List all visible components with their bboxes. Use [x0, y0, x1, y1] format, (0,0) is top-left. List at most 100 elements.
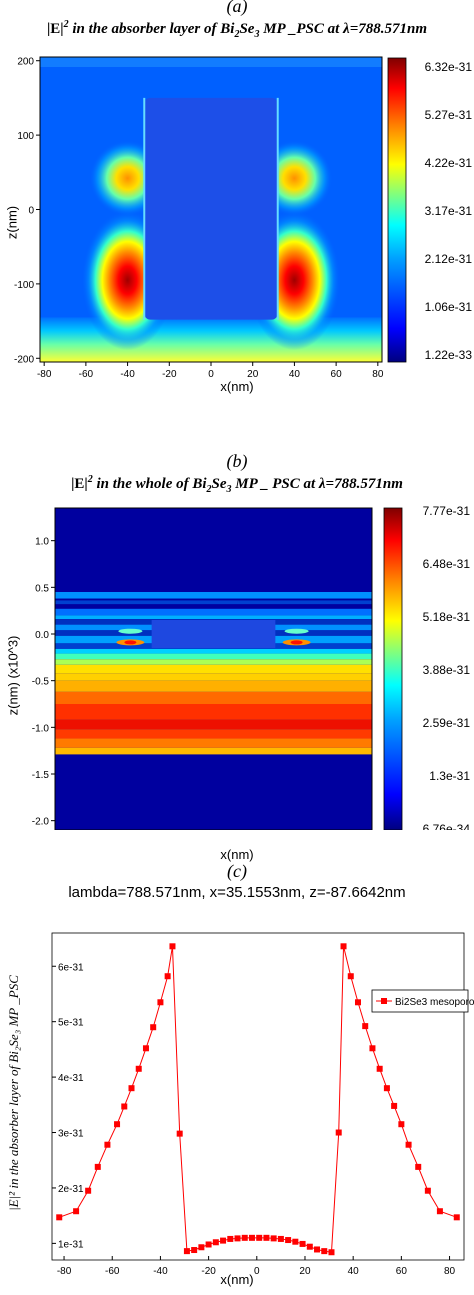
data-point [436, 1208, 443, 1215]
colorbar-tick-label: 6.76e-34 [423, 822, 471, 830]
title-text-after: MP _ PSC at λ=788.571nm [231, 476, 403, 492]
y-tick-label: 0 [28, 206, 34, 217]
y-tick-label: 2e-31 [58, 1184, 84, 1195]
line-chart-c-series [56, 943, 460, 1256]
data-point [376, 1065, 383, 1072]
data-point [335, 1129, 342, 1136]
legend-marker [381, 998, 387, 1004]
heatmap-b-band [55, 664, 372, 674]
data-point [183, 1248, 190, 1255]
data-point [383, 1085, 390, 1092]
heatmap-a-bottom-band [40, 317, 382, 362]
x-tick-label: -60 [105, 1266, 120, 1277]
legend-box [371, 989, 469, 1013]
x-tick-label: -20 [201, 1266, 216, 1277]
colorbar-tick-label: 1.06e-31 [425, 300, 473, 314]
colorbar-a-gradient [387, 57, 407, 363]
heatmap-b-hotspot [118, 628, 143, 634]
data-point [354, 999, 361, 1006]
data-point [164, 973, 171, 980]
title-power: 2 [63, 19, 69, 30]
colorbar-tick-label: 5.18e-31 [423, 610, 471, 624]
heatmap-b-band [55, 691, 372, 704]
x-tick-label: 20 [247, 369, 259, 380]
x-axis-label-b: x(nm) [220, 847, 254, 862]
line-chart-c-axes: -80 -60 -40 -20 0 20 40 60 80 1e-31 2e-31 3e-31 4e-3… [51, 932, 465, 1277]
data-point [104, 1141, 111, 1148]
y-axis-label-c: |E|² in the absorber layer of Bi₂Se₃ MP … [6, 975, 21, 1211]
panel-label-b: (b) [226, 451, 248, 471]
title-text-before: in the absorber layer of Bi [68, 21, 235, 37]
colorbar-b-gradient [383, 507, 403, 830]
data-point [73, 1208, 80, 1215]
data-point [241, 1234, 248, 1241]
data-point [169, 943, 176, 950]
y-tick-label: 6e-31 [58, 962, 84, 973]
x-axis-label-c: x(nm) [220, 1272, 254, 1287]
y-tick-label: -200 [14, 354, 34, 365]
title-sub1: 2 [234, 29, 240, 40]
x-axis-label-a: x(nm) [220, 379, 254, 394]
data-point [142, 1045, 149, 1052]
x-tick-label: -40 [153, 1266, 168, 1277]
panel-b: (b) |E|2 in the whole of Bi2Se3 MP _ PSC… [0, 400, 474, 862]
plot-frame-c [51, 932, 465, 1261]
data-point [285, 1237, 292, 1244]
data-point [150, 1024, 157, 1031]
y-tick-label: -1.5 [32, 770, 50, 781]
heatmap-b-band [55, 608, 372, 616]
title-text-mid: Se [239, 21, 255, 37]
x-tick-label: 80 [444, 1266, 456, 1277]
panel-c: (c) lambda=788.571nm, x=35.1553nm, z=-87… [0, 830, 474, 1295]
title-text-after: MP _PSC at λ=788.571nm [259, 21, 428, 37]
x-tick-label: -80 [37, 369, 52, 380]
colorbar-tick-label: 3.88e-31 [423, 663, 471, 677]
y-tick-label: -0.5 [32, 677, 50, 688]
colorbar-tick-label: 6.48e-31 [423, 557, 471, 571]
data-point [114, 1121, 121, 1128]
data-point [220, 1237, 227, 1244]
heatmap-b-hotspot [290, 640, 303, 645]
y-tick-label: -2.0 [32, 817, 50, 828]
colorbar-tick-label: 2.12e-31 [425, 252, 473, 266]
data-point [176, 1130, 183, 1137]
data-point [415, 1163, 422, 1170]
y-tick-label: 0.0 [35, 630, 49, 641]
y-axis-label-b: z(nm) (x10^3) [5, 635, 21, 716]
data-point [191, 1247, 198, 1254]
x-tick-label: 80 [372, 369, 384, 380]
data-point [347, 973, 354, 980]
x-tick-label: -40 [120, 369, 135, 380]
x-tick-label: 20 [299, 1266, 311, 1277]
heatmap-b-central-block [151, 620, 276, 648]
y-tick-label: 200 [17, 57, 34, 68]
colorbar-tick-label: 3.17e-31 [425, 204, 473, 218]
y-tick-label: 5e-31 [58, 1018, 84, 1029]
data-point [424, 1187, 431, 1194]
data-point [398, 1121, 405, 1128]
panel-b-title: |E|2 in the whole of Bi2Se3 MP _ PSC at … [0, 474, 474, 495]
heatmap-b-band [55, 673, 372, 681]
data-point [128, 1085, 135, 1092]
title-field: |E| [46, 21, 64, 37]
data-point [85, 1187, 92, 1194]
panel-a: (a) |E|2 in the absorber layer of Bi2Se3… [0, 0, 474, 400]
data-point [270, 1235, 277, 1242]
heatmap-b-band [55, 680, 372, 692]
x-tick-label: 40 [348, 1266, 360, 1277]
colorbar-b: 7.77e-31 6.48e-31 5.18e-31 3.88e-31 2.59e-31… [383, 504, 471, 830]
data-point [306, 1243, 313, 1250]
x-tick-label: -20 [162, 369, 177, 380]
colorbar-a: 6.32e-31 5.27e-31 4.22e-31 3.17e-31 2.12e-31… [387, 57, 473, 363]
heatmap-b-band [55, 653, 372, 660]
data-point [405, 1141, 412, 1148]
y-tick-label: 4e-31 [58, 1073, 84, 1084]
heatmap-b-band [55, 729, 372, 739]
panel-label-a: (a) [226, 0, 248, 16]
y-tick-label: 0.5 [35, 583, 49, 594]
data-point [292, 1238, 299, 1245]
y-axis-label-a: z(nm) [4, 205, 20, 240]
colorbar-tick-label: 2.59e-31 [423, 716, 471, 730]
heatmap-b-band [55, 648, 372, 654]
